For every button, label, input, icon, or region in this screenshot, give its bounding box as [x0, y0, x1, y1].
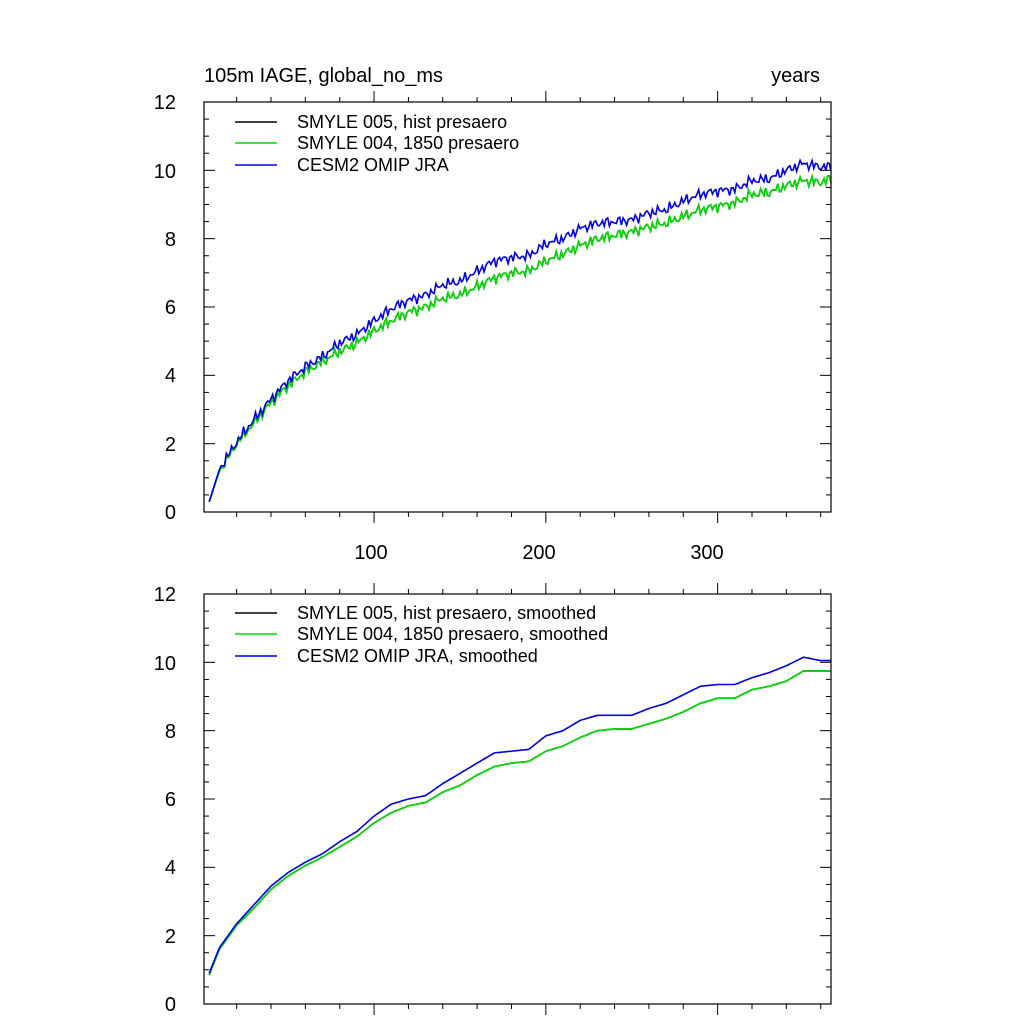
- panel-top: 105m IAGE, global_no_ms years 0 2 4 6 8 …: [154, 65, 832, 564]
- axis-ticks: [204, 91, 831, 523]
- series-line-smyle-004-smoothed: [208, 670, 831, 976]
- legend-label: SMYLE 005, hist presaero, smoothed: [297, 603, 596, 623]
- series-line-smyle-005: [208, 173, 832, 503]
- legend: SMYLE 005, hist presaero SMYLE 004, 1850…: [235, 112, 519, 175]
- series-line-cesm2-omip-jra: [208, 157, 832, 503]
- legend-label: SMYLE 004, 1850 presaero: [297, 133, 519, 153]
- series-line-cesm2-omip-jra-smoothed: [208, 656, 831, 974]
- y-tick-label: 12: [154, 584, 176, 606]
- y-tick-label: 2: [165, 926, 176, 948]
- y-tick-label: 8: [165, 229, 176, 251]
- y-tick-label: 12: [154, 92, 176, 114]
- y-tick-label: 0: [165, 502, 176, 524]
- legend-label: CESM2 OMIP JRA: [297, 155, 449, 175]
- x-tick-label: 200: [522, 542, 555, 564]
- legend: SMYLE 005, hist presaero, smoothed SMYLE…: [235, 603, 608, 666]
- axis-ticks: [204, 583, 831, 1015]
- series-line-smyle-005-smoothed: [208, 670, 831, 976]
- y-tick-label: 10: [154, 161, 176, 183]
- top-series-group: [208, 157, 832, 503]
- y-tick-label: 2: [165, 434, 176, 456]
- legend-label: SMYLE 004, 1850 presaero, smoothed: [297, 624, 608, 644]
- y-tick-label: 6: [165, 297, 176, 319]
- legend-label: CESM2 OMIP JRA, smoothed: [297, 646, 538, 666]
- y-tick-label: 0: [165, 994, 176, 1016]
- y-tick-label: 4: [165, 857, 176, 879]
- x-tick-label: 100: [354, 542, 387, 564]
- y-tick-label: 8: [165, 721, 176, 743]
- y-tick-label: 10: [154, 653, 176, 675]
- chart-title: 105m IAGE, global_no_ms: [204, 65, 443, 87]
- x-tick-label: 300: [690, 542, 723, 564]
- y-tick-label: 4: [165, 365, 176, 387]
- chart-title-right: years: [771, 65, 820, 87]
- bottom-series-group: [208, 656, 831, 976]
- legend-label: SMYLE 005, hist presaero: [297, 112, 507, 132]
- series-line-smyle-004: [208, 173, 832, 503]
- panel-bottom: 0 2 4 6 8 10 12 SMYLE 005, hist presaero…: [154, 583, 832, 1016]
- y-tick-label: 6: [165, 789, 176, 811]
